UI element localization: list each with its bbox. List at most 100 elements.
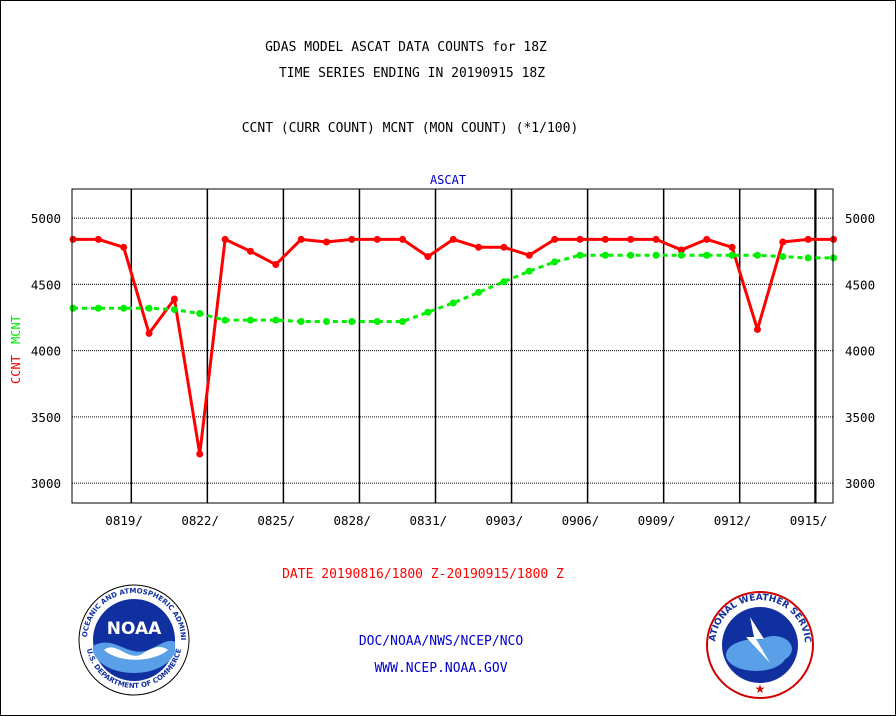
data-point-ccnt [703,235,711,243]
data-point-ccnt [779,238,787,246]
x-tick-label: 0819/ [105,513,143,528]
tick-label-layer: 3000 3000 3500 3500 4000 4000 4500 4500 5000 5000… [31,211,875,528]
data-point-mcnt [500,278,508,286]
nws-logo: NATIONAL WEATHER SERVICE ★ [706,591,814,699]
data-point-ccnt [576,235,584,243]
series-line-ccnt [73,237,834,456]
data-point-mcnt [475,288,483,296]
noaa-logo: NOAA NATIONAL OCEANIC AND ATMOSPHERIC AD… [78,584,190,696]
series-line-mcnt [73,253,834,323]
data-point-ccnt [652,235,660,243]
data-point-mcnt [677,251,685,259]
data-point-ccnt [373,235,381,243]
noaa-logo-text: NOAA [107,619,162,639]
chart-title-line1: GDAS MODEL ASCAT DATA COUNTS for 18Z [265,40,547,55]
data-point-ccnt [399,235,407,243]
chart-subtitle: CCNT (CURR COUNT) MCNT (MON COUNT) (*1/1… [242,121,579,136]
y-axis-label: CCNT MCNT [9,315,23,384]
y-tick-label-left: 5000 [31,211,61,226]
data-point-mcnt [272,316,280,324]
x-tick-label: 0831/ [410,513,448,528]
data-point-mcnt [120,304,128,312]
data-point-ccnt [196,450,204,458]
x-tick-label: 0822/ [181,513,219,528]
chart-title-line2: TIME SERIES ENDING IN 20190915 18Z [279,66,545,81]
plot-title: ASCAT [430,173,466,187]
data-point-ccnt [500,243,508,251]
data-point-mcnt [221,316,229,324]
data-point-mcnt [449,299,457,307]
data-point-mcnt [703,251,711,259]
footer-url[interactable]: WWW.NCEP.NOAA.GOV [374,661,507,676]
data-point-mcnt [652,251,660,259]
nws-logo-star: ★ [755,682,766,696]
y-tick-label-left: 4500 [31,277,61,292]
x-tick-label: 0909/ [638,513,676,528]
data-point-ccnt [475,243,483,251]
data-point-mcnt [246,316,254,324]
plot-border [71,188,834,504]
data-point-mcnt [601,251,609,259]
data-point-ccnt [804,235,812,243]
data-point-mcnt [373,317,381,325]
data-point-ccnt [525,251,533,259]
data-point-mcnt [551,258,559,266]
x-axis-label: DATE 20190816/1800 Z-20190915/1800 Z [282,567,564,582]
data-point-ccnt [120,243,128,251]
data-point-mcnt [196,310,204,318]
x-tick-label: 0912/ [714,513,752,528]
data-point-ccnt [424,253,432,261]
x-tick-label: 0828/ [333,513,371,528]
grid-layer [72,189,833,503]
y-tick-label-right: 3000 [845,476,875,491]
data-point-ccnt [170,295,178,303]
y-tick-label-left: 4000 [31,344,61,359]
data-point-mcnt [348,317,356,325]
x-tick-label: 0825/ [257,513,295,528]
data-point-mcnt [94,304,102,312]
data-point-mcnt [525,267,533,275]
data-point-ccnt [323,238,330,246]
data-point-ccnt [551,235,559,243]
data-point-mcnt [753,251,761,259]
data-point-mcnt [323,317,330,325]
data-point-ccnt [221,235,229,243]
data-point-ccnt [753,325,761,333]
y-tick-label-left: 3000 [31,476,61,491]
data-point-ccnt [297,235,305,243]
data-point-ccnt [449,235,457,243]
data-point-mcnt [576,251,584,259]
y-label-ccnt: CCNT [9,355,23,384]
data-point-ccnt [627,235,635,243]
x-tick-label: 0906/ [562,513,600,528]
data-point-mcnt [170,306,178,314]
data-point-ccnt [601,235,609,243]
data-point-mcnt [69,304,77,312]
y-label-mcnt: MCNT [9,315,23,344]
data-point-ccnt [272,261,280,269]
data-point-ccnt [246,247,254,255]
data-point-ccnt [677,246,685,254]
data-point-ccnt [145,329,153,337]
y-tick-label-right: 5000 [845,211,875,226]
data-point-mcnt [804,254,812,262]
data-point-ccnt [348,235,356,243]
data-point-mcnt [779,253,787,261]
data-point-ccnt [94,235,102,243]
footer-org: DOC/NOAA/NWS/NCEP/NCO [359,634,524,649]
data-point-mcnt [728,251,736,259]
y-tick-label-right: 4500 [845,277,875,292]
data-point-mcnt [297,317,305,325]
x-tick-label: 0903/ [486,513,524,528]
data-point-ccnt [728,243,736,251]
y-tick-label-left: 3500 [31,410,61,425]
data-point-ccnt [69,235,77,243]
x-tick-label: 0915/ [790,513,828,528]
data-point-mcnt [145,304,153,312]
series-layer [69,235,837,458]
data-point-mcnt [424,308,432,316]
y-tick-label-right: 4000 [845,344,875,359]
y-tick-label-right: 3500 [845,410,875,425]
data-point-mcnt [399,317,407,325]
